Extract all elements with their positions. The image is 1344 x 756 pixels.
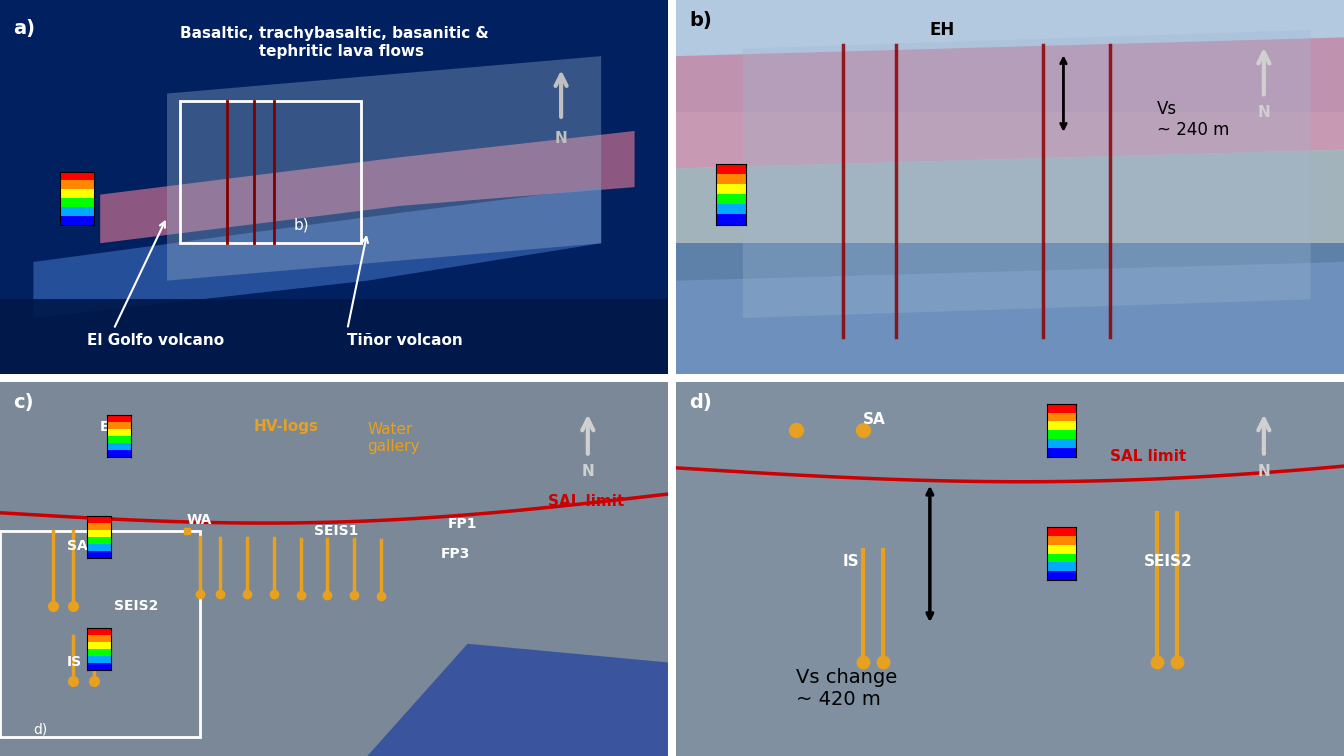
Text: Vs change
~ 420 m: Vs change ~ 420 m [796,668,898,709]
Text: SA: SA [67,540,87,553]
Bar [676,0,1344,113]
Bar [87,516,112,523]
Bar [87,530,112,537]
Bar [1047,562,1077,572]
Polygon shape [676,150,1344,280]
Bar [1047,448,1077,457]
Text: d): d) [34,723,47,737]
Text: b): b) [689,11,712,30]
Bar [87,635,112,642]
Text: EH: EH [930,21,956,39]
Bar [60,181,94,189]
Text: N: N [555,131,567,146]
Text: EH: EH [101,420,121,434]
Text: Tiñor volcaon: Tiñor volcaon [347,333,464,348]
Bar [1047,536,1077,545]
Text: SEIS2: SEIS2 [1144,554,1192,569]
Bar [0,299,668,374]
Text: N: N [1258,464,1270,479]
Bar [716,204,746,215]
Polygon shape [34,187,601,318]
Bar [87,537,112,544]
Bar [108,443,132,450]
Bar [87,628,112,635]
Text: El Golfo volcano: El Golfo volcano [87,333,224,348]
Bar [716,215,746,225]
Bar [87,550,112,558]
Bar [108,435,132,443]
Bar [1047,572,1077,580]
Text: SAL limit: SAL limit [1110,449,1187,464]
Text: c): c) [13,393,34,412]
Bar [1047,545,1077,553]
Text: Vs
~ 240 m: Vs ~ 240 m [1157,101,1230,139]
Text: N: N [582,464,594,479]
Text: FP3: FP3 [441,547,470,561]
Text: IS: IS [843,554,860,569]
Bar [60,172,94,181]
Text: d): d) [689,393,712,412]
Bar [1047,439,1077,448]
Bar [1047,527,1077,536]
Text: IS: IS [67,655,82,670]
Bar [108,422,132,429]
Polygon shape [167,56,601,280]
Bar [87,642,112,649]
Text: WA: WA [187,513,212,527]
Text: SAL limit: SAL limit [548,494,624,509]
Bar [87,523,112,530]
Bar [1047,430,1077,439]
Bar [676,243,1344,374]
Polygon shape [101,131,634,243]
Text: FP1: FP1 [448,517,477,531]
Text: a): a) [13,19,35,38]
Polygon shape [676,38,1344,169]
Bar [1047,553,1077,562]
Text: SA: SA [863,412,886,426]
Bar [108,450,132,457]
Bar [108,415,132,422]
Text: Water
gallery: Water gallery [367,422,419,454]
Bar [87,656,112,663]
Polygon shape [743,30,1310,318]
Bar [87,544,112,550]
Text: SEIS2: SEIS2 [113,600,159,613]
Bar [716,174,746,184]
Bar [87,663,112,670]
Text: HV-logs: HV-logs [254,419,319,434]
Bar [1047,421,1077,430]
Polygon shape [367,644,668,756]
Bar [60,207,94,215]
Text: N: N [1258,105,1270,119]
Text: Basaltic, trachybasaltic, basanitic &
   tephritic lava flows: Basaltic, trachybasaltic, basanitic & te… [180,26,488,59]
Bar [60,198,94,207]
Bar [1047,413,1077,421]
Text: b): b) [294,217,309,232]
Bar [716,194,746,204]
Text: SEIS1: SEIS1 [314,525,359,538]
Bar [87,649,112,656]
Bar [108,429,132,435]
Bar [60,215,94,225]
Bar [716,164,746,174]
Bar [60,189,94,198]
Bar [1047,404,1077,413]
Bar [716,184,746,194]
